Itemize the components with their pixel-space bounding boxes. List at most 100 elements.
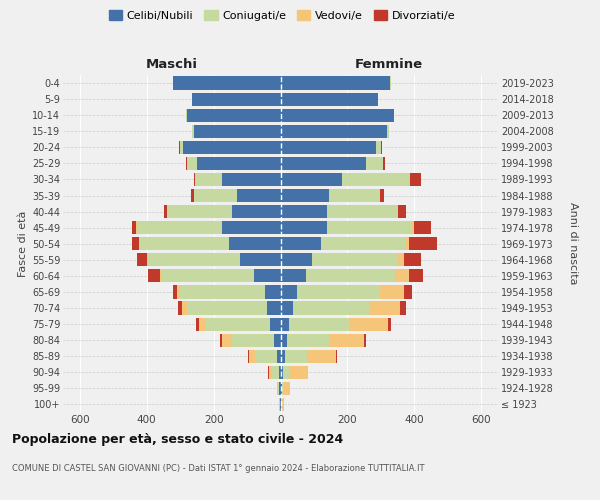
Bar xyxy=(186,108,187,122)
Bar xyxy=(241,253,281,266)
Bar xyxy=(280,382,281,395)
Bar xyxy=(192,92,281,106)
Bar xyxy=(191,189,194,202)
Bar xyxy=(281,108,394,122)
Bar xyxy=(279,398,280,411)
Bar xyxy=(284,382,290,395)
Bar xyxy=(222,173,281,186)
Bar xyxy=(232,334,274,347)
Bar xyxy=(281,76,390,90)
Bar xyxy=(281,124,387,138)
Bar xyxy=(277,350,281,363)
Bar xyxy=(281,173,343,186)
Bar xyxy=(282,398,284,411)
Bar xyxy=(249,350,256,363)
Bar xyxy=(366,157,383,170)
Bar xyxy=(350,318,388,330)
Bar xyxy=(380,286,404,298)
Bar xyxy=(179,140,180,154)
Bar xyxy=(281,92,378,106)
Text: Popolazione per età, sesso e stato civile - 2024: Popolazione per età, sesso e stato civil… xyxy=(12,432,343,446)
Text: COMUNE DI CASTEL SAN GIOVANNI (PC) - Dati ISTAT 1° gennaio 2024 - Elaborazione T: COMUNE DI CASTEL SAN GIOVANNI (PC) - Dat… xyxy=(12,464,425,473)
Bar xyxy=(137,221,222,234)
Bar xyxy=(326,205,398,218)
Bar xyxy=(281,221,328,234)
Bar xyxy=(194,173,195,186)
Bar xyxy=(293,302,370,314)
Bar xyxy=(194,124,281,138)
Bar xyxy=(279,366,281,379)
Bar xyxy=(397,253,404,266)
Bar xyxy=(271,318,281,330)
Bar xyxy=(237,189,281,202)
Bar xyxy=(162,270,254,282)
Bar xyxy=(272,366,279,379)
Bar xyxy=(280,398,281,411)
Bar xyxy=(307,350,336,363)
Bar xyxy=(387,124,389,138)
Bar xyxy=(187,108,281,122)
Bar xyxy=(180,140,184,154)
Bar xyxy=(281,302,293,314)
Text: Maschi: Maschi xyxy=(146,58,198,71)
Bar xyxy=(281,318,289,330)
Bar xyxy=(148,270,160,282)
Bar xyxy=(184,140,281,154)
Bar xyxy=(370,302,400,314)
Bar xyxy=(343,173,409,186)
Bar xyxy=(274,334,281,347)
Bar xyxy=(376,140,381,154)
Bar xyxy=(205,318,271,330)
Bar xyxy=(281,334,287,347)
Bar xyxy=(177,286,180,298)
Bar xyxy=(173,286,177,298)
Bar xyxy=(187,157,197,170)
Bar xyxy=(312,253,397,266)
Bar xyxy=(281,286,297,298)
Bar xyxy=(186,157,187,170)
Bar xyxy=(405,237,409,250)
Bar xyxy=(281,366,283,379)
Bar xyxy=(232,205,281,218)
Bar xyxy=(297,286,380,298)
Bar xyxy=(287,334,329,347)
Bar xyxy=(281,350,284,363)
Bar xyxy=(187,302,267,314)
Bar xyxy=(173,76,281,90)
Bar xyxy=(229,237,281,250)
Text: Femmine: Femmine xyxy=(355,58,424,71)
Bar xyxy=(222,221,281,234)
Bar xyxy=(281,189,329,202)
Bar xyxy=(164,205,167,218)
Bar xyxy=(256,350,277,363)
Bar xyxy=(140,237,229,250)
Bar xyxy=(281,270,305,282)
Bar xyxy=(281,382,282,395)
Bar xyxy=(281,140,376,154)
Bar xyxy=(220,334,222,347)
Bar xyxy=(336,350,337,363)
Bar xyxy=(178,302,182,314)
Bar xyxy=(160,270,162,282)
Bar xyxy=(267,302,281,314)
Bar xyxy=(281,157,366,170)
Bar xyxy=(254,270,281,282)
Bar xyxy=(364,334,366,347)
Bar xyxy=(194,189,237,202)
Bar xyxy=(180,286,265,298)
Bar xyxy=(281,398,282,411)
Bar xyxy=(412,221,413,234)
Bar xyxy=(148,253,241,266)
Bar xyxy=(289,366,308,379)
Bar xyxy=(413,221,431,234)
Bar xyxy=(400,302,406,314)
Bar xyxy=(284,350,307,363)
Bar xyxy=(283,366,289,379)
Y-axis label: Anni di nascita: Anni di nascita xyxy=(568,202,578,285)
Bar xyxy=(265,286,281,298)
Bar xyxy=(281,205,326,218)
Bar xyxy=(404,253,421,266)
Bar xyxy=(222,334,232,347)
Bar xyxy=(269,366,272,379)
Bar xyxy=(281,237,320,250)
